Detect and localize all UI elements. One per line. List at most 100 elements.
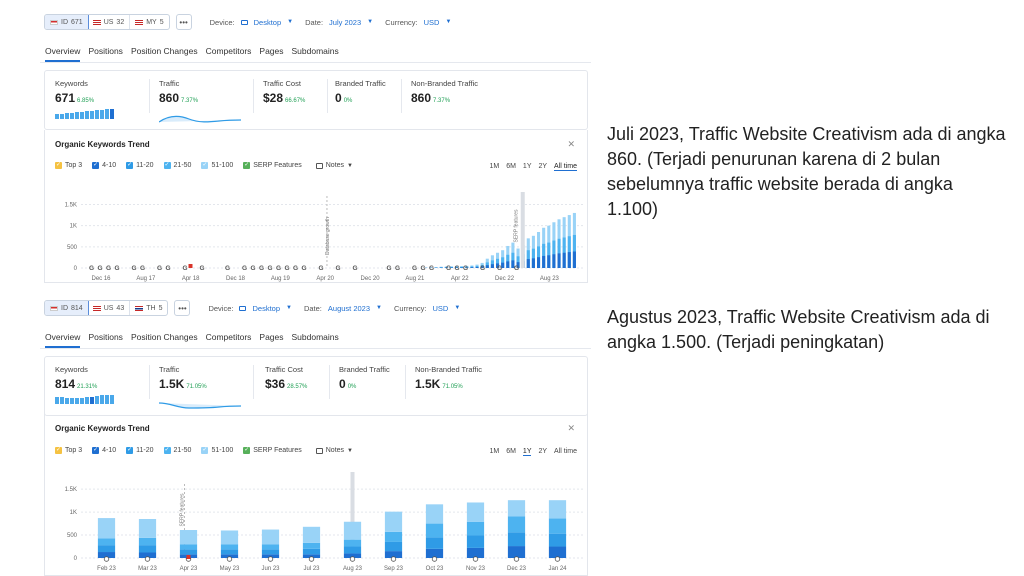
chart-bar-segment — [384, 531, 403, 542]
range-2y[interactable]: 2Y — [538, 163, 548, 170]
chart-bar-segment — [501, 257, 505, 268]
close-icon[interactable]: ✕ — [567, 423, 575, 433]
serp-feature-marker: G — [200, 265, 205, 272]
range-6m[interactable]: 6M — [506, 163, 516, 170]
range-2y[interactable]: 2Y — [538, 448, 548, 455]
notes-dropdown[interactable]: Notes ▼ — [315, 162, 353, 169]
checkbox-icon: ✓ — [55, 162, 62, 169]
legend-51-100[interactable]: ✓ 51-100 — [201, 447, 233, 454]
screenshot-august: ID 814 US 43 TH 5 ••• Device: Desktop ▼ … — [40, 296, 591, 576]
chart-bar-segment — [466, 521, 485, 536]
date-dropdown[interactable]: August 2023 — [327, 303, 371, 313]
metric-change: 0% — [347, 384, 357, 390]
chart-bar-segment — [507, 546, 526, 558]
metric-label: Branded Traffic — [335, 79, 386, 88]
tab-pages[interactable]: Pages — [259, 46, 284, 56]
chart-bar-segment — [384, 511, 403, 532]
tab-subdomains[interactable]: Subdomains — [291, 332, 339, 342]
metric-traffic[interactable]: Traffic 860 7.37% — [159, 79, 198, 105]
range-all-time[interactable]: All time — [554, 163, 577, 171]
legend-top3[interactable]: ✓ Top 3 — [55, 447, 82, 454]
chart-bar-segment — [470, 267, 474, 268]
chart-bar-segment — [343, 553, 362, 558]
desktop-icon — [240, 19, 248, 25]
legend-4-10[interactable]: ✓ 4-10 — [92, 447, 116, 454]
metric-traffic-cost[interactable]: Traffic Cost $36 28.57% — [265, 365, 307, 391]
serp-feature-marker: G — [293, 265, 298, 272]
chart-bar-segment — [261, 549, 280, 555]
database-my[interactable]: MY 5 — [130, 15, 168, 29]
device-dropdown[interactable]: Desktop — [253, 17, 282, 27]
currency-dropdown[interactable]: USD — [432, 303, 449, 313]
more-databases-button[interactable]: ••• — [175, 14, 192, 30]
range-all-time[interactable]: All time — [554, 448, 577, 455]
metric-non-branded-traffic[interactable]: Non-Branded Traffic 860 7.37% — [411, 79, 478, 105]
legend-51-100[interactable]: ✓ 51-100 — [201, 162, 233, 169]
x-tick-label: Sep 23 — [384, 566, 404, 572]
legend-label: SERP Features — [253, 447, 302, 454]
more-databases-button[interactable]: ••• — [174, 300, 191, 316]
chart-bar-segment — [138, 552, 157, 558]
chevron-down-icon: ▼ — [445, 19, 452, 25]
currency-dropdown[interactable]: USD — [423, 17, 440, 27]
notes-dropdown[interactable]: Notes ▼ — [315, 447, 353, 454]
legend-top3[interactable]: ✓ Top 3 — [55, 162, 82, 169]
metric-keywords[interactable]: Keywords 814 21.31% — [55, 365, 97, 391]
range-6m[interactable]: 6M — [506, 448, 516, 455]
tab-position-changes[interactable]: Position Changes — [130, 332, 198, 342]
chart-bar-segment — [557, 253, 561, 268]
metric-traffic[interactable]: Traffic 1.5K 71.05% — [159, 365, 207, 391]
x-tick-label: Dec 16 — [91, 276, 111, 282]
database-id[interactable]: ID 671 — [44, 15, 89, 29]
legend-21-50[interactable]: ✓ 21-50 — [163, 447, 191, 454]
legend-serp-features[interactable]: ✓ SERP Features — [243, 162, 302, 169]
legend-label: Top 3 — [65, 162, 83, 169]
metric-branded-traffic[interactable]: Branded Traffic 0 0% — [335, 79, 386, 105]
metric-non-branded-traffic[interactable]: Non-Branded Traffic 1.5K 71.05% — [415, 365, 482, 391]
tab-subdomains[interactable]: Subdomains — [291, 46, 339, 56]
tab-positions[interactable]: Positions — [88, 332, 123, 342]
legend-label: 4-10 — [102, 447, 117, 454]
database-id[interactable]: ID 814 — [45, 301, 89, 315]
legend-4-10[interactable]: ✓ 4-10 — [92, 162, 116, 169]
close-icon[interactable]: ✕ — [567, 139, 575, 149]
legend-21-50[interactable]: ✓ 21-50 — [163, 162, 191, 169]
chart-bar-segment — [220, 530, 239, 545]
date-dropdown[interactable]: July 2023 — [329, 17, 362, 27]
serp-feature-marker: G — [285, 265, 290, 272]
legend-label: 11-20 — [136, 162, 154, 169]
legend-label: Top 3 — [65, 447, 83, 454]
metric-divider — [401, 79, 402, 113]
range-1y[interactable]: 1Y — [522, 448, 532, 456]
tab-competitors[interactable]: Competitors — [205, 332, 252, 342]
database-us[interactable]: US 32 — [88, 15, 131, 29]
serp-feature-marker: G — [387, 265, 392, 272]
range-1m[interactable]: 1M — [489, 163, 500, 170]
legend-serp-features[interactable]: ✓ SERP Features — [243, 447, 302, 454]
device-label: Device: — [209, 17, 235, 27]
trend-title: Organic Keywords Trend — [55, 140, 150, 149]
tab-competitors[interactable]: Competitors — [205, 46, 252, 56]
time-range-selector: 1M 6M 1Y 2Y All time — [489, 163, 577, 171]
legend-11-20[interactable]: ✓ 11-20 — [126, 162, 154, 169]
tab-positions[interactable]: Positions — [88, 46, 123, 56]
range-1m[interactable]: 1M — [489, 448, 500, 455]
tab-overview[interactable]: Overview — [45, 46, 81, 62]
database-th[interactable]: TH 5 — [130, 301, 167, 315]
tab-overview[interactable]: Overview — [45, 332, 81, 348]
y-tick-label: 500 — [67, 533, 78, 539]
database-us[interactable]: US 43 — [88, 301, 131, 315]
x-tick-label: Apr 20 — [316, 276, 334, 282]
legend-11-20[interactable]: ✓ 11-20 — [126, 447, 154, 454]
tab-position-changes[interactable]: Position Changes — [130, 46, 198, 56]
device-dropdown[interactable]: Desktop — [252, 303, 280, 313]
chart-bar-segment — [179, 544, 198, 550]
serp-feature-marker — [308, 556, 315, 562]
serp-feature-marker: G — [353, 265, 358, 272]
metric-branded-traffic[interactable]: Branded Traffic 0 0% — [339, 365, 390, 391]
metric-keywords[interactable]: Keywords 671 6.85% — [55, 79, 94, 105]
tab-pages[interactable]: Pages — [259, 332, 284, 342]
trend-chart: 1.5K 1K 500 0 Database growth SERP features G G… — [53, 188, 589, 283]
metric-traffic-cost[interactable]: Traffic Cost $28 66.67% — [263, 79, 305, 105]
range-1y[interactable]: 1Y — [522, 163, 532, 170]
